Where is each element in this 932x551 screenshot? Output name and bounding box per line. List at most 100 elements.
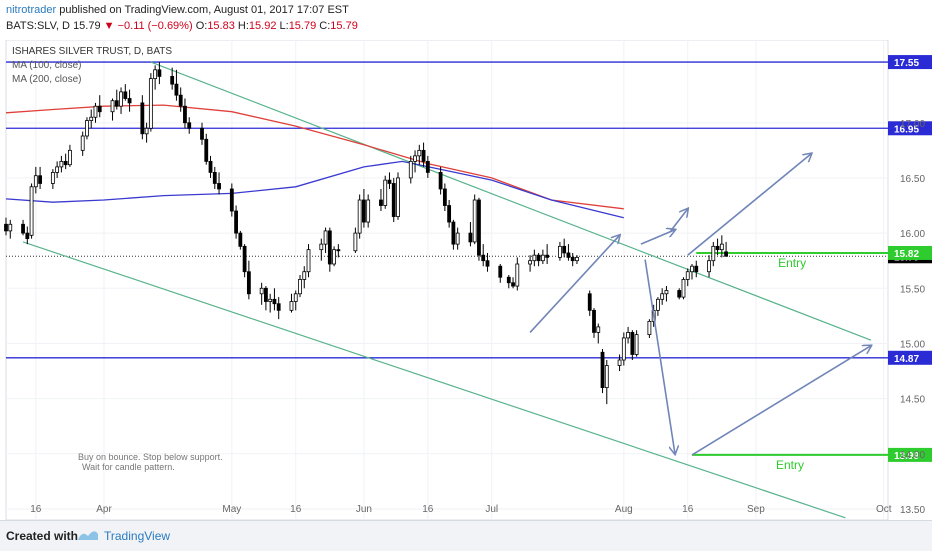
candle-body	[690, 265, 694, 273]
candle-body	[468, 232, 473, 243]
level-price-tag	[888, 55, 932, 70]
candle-body	[144, 127, 149, 135]
candle-body	[327, 230, 332, 265]
ma100-line	[5, 160, 624, 219]
candle-body	[558, 245, 562, 258]
candle-body	[63, 160, 68, 166]
candle-body	[323, 230, 328, 245]
candle-body	[447, 205, 452, 223]
y-tick-label: 14.50	[900, 395, 925, 406]
scenario-arrow	[644, 259, 675, 454]
candle-body	[336, 249, 341, 252]
chart-title: ISHARES SILVER TRUST, D, BATS	[12, 46, 172, 57]
candle-body	[498, 265, 503, 278]
open-value: 15.83	[207, 20, 235, 32]
candle-body	[170, 76, 175, 85]
candle-body	[634, 334, 639, 355]
y-tick-label: 17.00	[900, 119, 925, 130]
candle-body	[677, 290, 682, 298]
candle-body	[562, 245, 567, 254]
ma200-line	[5, 104, 624, 210]
candle-body	[391, 183, 396, 217]
y-tick-label: 16.50	[900, 174, 925, 185]
candle-body	[357, 199, 362, 234]
x-tick-label: 16	[30, 504, 42, 515]
candle-body	[477, 199, 481, 256]
candle-body	[715, 245, 720, 251]
candle-body	[80, 135, 85, 151]
level-price-label: 14.87	[894, 354, 919, 365]
candle-body	[383, 179, 388, 206]
author-link[interactable]: nitrotrader	[6, 4, 57, 16]
symbol-label: BATS:SLV, D	[6, 20, 70, 32]
x-tick-label: May	[222, 504, 241, 515]
candle-body	[217, 183, 221, 190]
candle-body	[621, 337, 626, 361]
last-price: 15.79	[73, 20, 101, 32]
level-price-tag	[888, 121, 932, 136]
candle-body	[451, 221, 456, 245]
x-tick-label: 16	[682, 504, 694, 515]
candle-body	[119, 91, 123, 107]
candle-body	[183, 105, 187, 124]
candle-body	[332, 249, 336, 265]
close-value: 15.79	[330, 20, 358, 32]
candle-body	[362, 199, 366, 223]
candle-body	[276, 303, 281, 311]
candle-body	[238, 232, 243, 247]
tradingview-link[interactable]: TradingView	[104, 529, 171, 543]
scenario-arrow	[640, 230, 675, 245]
candle-body	[264, 287, 268, 302]
candle-body	[148, 78, 153, 129]
candle-body	[200, 127, 204, 140]
channel-upper-line	[150, 61, 872, 341]
candle-body	[319, 243, 324, 251]
x-tick-label: Apr	[96, 504, 112, 515]
level-price-tag	[888, 350, 932, 365]
candle-body	[212, 172, 217, 184]
candle-body	[408, 160, 413, 179]
legend-ma100: MA (100, close)	[12, 60, 81, 71]
candle-body	[153, 69, 158, 80]
high-label: H:	[237, 20, 249, 32]
scenario-arrow	[687, 154, 812, 256]
change-value: −0.11 (−0.69%)	[117, 20, 193, 32]
candle-body	[685, 271, 690, 280]
candle-body	[123, 91, 128, 99]
price-chart[interactable]: 17.5516.9514.8715.7915.82Entry13.99Entry…	[0, 40, 932, 520]
low-value: 15.79	[288, 20, 317, 32]
candle-body	[442, 188, 447, 206]
candle-body	[140, 102, 145, 135]
candle-body	[626, 332, 630, 339]
candle-body	[21, 223, 25, 234]
candle-body	[302, 271, 307, 280]
candle-body	[455, 232, 460, 245]
moving-averages	[5, 104, 624, 219]
x-tick-label: Jun	[356, 504, 372, 515]
candle-body	[387, 179, 392, 184]
candle-body	[298, 279, 302, 295]
candle-body	[681, 279, 686, 298]
candle-body	[8, 223, 13, 232]
candle-body	[89, 116, 94, 121]
entry-price-tag	[888, 447, 932, 462]
x-tick-label: 16	[290, 504, 302, 515]
candle-body	[511, 282, 515, 287]
candle-body	[545, 254, 550, 258]
publish-line: nitrotrader published on TradingView.com…	[6, 4, 349, 16]
candle-body	[174, 83, 179, 96]
high-value: 15.92	[248, 20, 277, 32]
candle-body	[664, 290, 669, 295]
candle-body	[259, 287, 264, 295]
x-tick-label: Aug	[615, 504, 633, 515]
y-tick-label: 15.50	[900, 284, 925, 295]
candle-body	[656, 298, 660, 311]
candle-body	[417, 149, 422, 157]
candle-body	[515, 263, 520, 287]
annotations: ISHARES SILVER TRUST, D, BATS MA (100, c…	[12, 46, 223, 472]
candle-body	[246, 271, 251, 295]
candle-body	[59, 160, 64, 168]
candle-body	[600, 351, 605, 388]
legend-ma200: MA (200, close)	[12, 74, 81, 85]
scenario-arrow	[529, 235, 619, 333]
